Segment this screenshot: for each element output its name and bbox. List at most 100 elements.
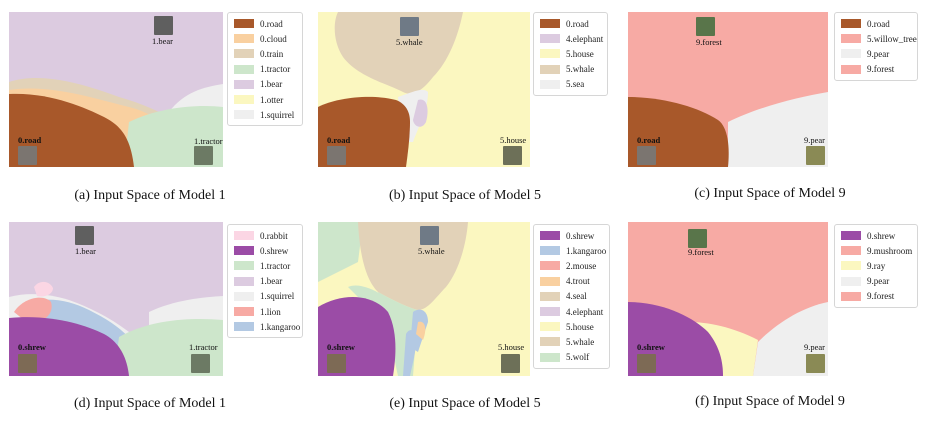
point-label: 0.road — [327, 135, 351, 145]
legend-swatch — [540, 261, 560, 271]
legend: 0.road 0.cloud 0.train 1.tractor 1.bear … — [227, 12, 303, 127]
legend-item: 0.cloud — [234, 31, 296, 46]
legend-swatch — [540, 79, 560, 89]
legend-item: 1.bear — [234, 77, 296, 92]
legend-item: 4.elephant — [540, 304, 603, 319]
decision-region-map: 9.forest 0.shrew 9.pear — [628, 222, 828, 376]
legend-label: 4.trout — [566, 276, 590, 287]
legend-swatch — [234, 246, 254, 256]
point-label: 1.tractor — [194, 136, 223, 146]
legend-swatch — [234, 79, 254, 89]
bear-thumbnail — [75, 226, 94, 245]
legend-label: 0.shrew — [867, 230, 896, 241]
legend-swatch — [540, 49, 560, 59]
legend-label: 0.train — [260, 48, 284, 59]
legend: 0.rabbit 0.shrew 1.tractor 1.bear 1.squi… — [227, 224, 303, 339]
legend-item: 0.rabbit — [234, 228, 296, 243]
whale-thumbnail — [400, 17, 419, 36]
point-label: 1.tractor — [189, 342, 218, 352]
panel-caption: (f) Input Space of Model 9 — [695, 394, 845, 409]
legend-label: 4.elephant — [566, 33, 604, 44]
legend-swatch — [234, 261, 254, 271]
tractor-thumbnail — [194, 146, 213, 165]
point-label: 9.forest — [696, 37, 722, 47]
legend-swatch — [540, 276, 560, 286]
legend: 0.road 4.elephant 5.house 5.whale 5.sea — [533, 12, 608, 96]
road-thumbnail — [18, 146, 37, 165]
legend-label: 0.shrew — [260, 245, 289, 256]
legend-swatch — [234, 231, 254, 241]
point-label: 0.shrew — [637, 342, 665, 352]
legend-swatch — [540, 291, 560, 301]
legend-swatch — [234, 49, 254, 59]
legend-label: 0.rabbit — [260, 230, 288, 241]
legend-swatch — [540, 64, 560, 74]
legend-label: 0.road — [867, 18, 890, 29]
legend-label: 1.otter — [260, 94, 284, 105]
shrew-thumbnail — [18, 354, 37, 373]
legend-item: 5.house — [540, 46, 601, 61]
point-label: 5.house — [498, 342, 525, 352]
house-thumbnail — [503, 146, 522, 165]
legend-label: 1.lion — [260, 306, 281, 317]
legend-item: 9.forest — [841, 62, 911, 77]
legend-label: 9.ray — [867, 260, 886, 271]
legend-swatch — [234, 276, 254, 286]
legend-item: 0.road — [234, 16, 296, 31]
legend-swatch — [234, 95, 254, 105]
legend-item: 1.kangaroo — [234, 319, 300, 334]
legend-label: 9.forest — [867, 64, 895, 75]
legend: 0.shrew 9.mushroom 9.ray 9.pear 9.forest — [834, 224, 918, 308]
legend: 0.shrew 1.kangaroo 2.mouse 4.trout 4.sea… — [533, 224, 610, 369]
legend-swatch — [841, 19, 861, 29]
whale-thumbnail — [420, 226, 439, 245]
legend-label: 0.road — [566, 18, 589, 29]
legend-item: 4.seal — [540, 289, 603, 304]
legend-item: 1.bear — [234, 274, 296, 289]
legend-label: 4.seal — [566, 291, 587, 302]
legend-swatch — [234, 322, 254, 332]
panel-caption: (a) Input Space of Model 1 — [74, 188, 226, 203]
legend-label: 9.forest — [867, 291, 895, 302]
legend-item: 5.whale — [540, 62, 601, 77]
point-label: 9.pear — [804, 135, 826, 145]
legend-label: 2.mouse — [566, 260, 597, 271]
legend-label: 0.road — [260, 18, 283, 29]
legend-item: 9.forest — [841, 289, 911, 304]
road-thumbnail — [637, 146, 656, 165]
legend-item: 5.willow_tree — [841, 31, 917, 46]
tractor-thumbnail — [191, 354, 210, 373]
legend-item: 1.tractor — [234, 62, 296, 77]
legend-swatch — [234, 34, 254, 44]
legend-label: 9.mushroom — [867, 245, 913, 256]
legend-swatch — [841, 64, 861, 74]
legend-label: 1.bear — [260, 79, 283, 90]
legend-swatch — [841, 34, 861, 44]
point-label: 1.bear — [152, 36, 174, 46]
panel-caption: (d) Input Space of Model 1 — [73, 396, 227, 411]
legend-item: 5.sea — [540, 77, 601, 92]
point-label: 0.shrew — [327, 342, 355, 352]
legend-swatch — [841, 291, 861, 301]
point-label: 9.forest — [688, 247, 714, 257]
legend-item: 5.house — [540, 319, 603, 334]
bear-thumbnail — [154, 16, 173, 35]
point-label: 5.whale — [396, 37, 423, 47]
point-label: 0.shrew — [18, 342, 46, 352]
legend-swatch — [841, 231, 861, 241]
legend-label: 1.kangaroo — [260, 321, 301, 332]
legend-swatch — [841, 49, 861, 59]
legend-item: 0.shrew — [540, 228, 603, 243]
legend-label: 5.house — [566, 48, 594, 59]
panel-caption: (e) Input Space of Model 5 — [389, 396, 541, 411]
point-label: 5.whale — [418, 246, 445, 256]
legend-swatch — [540, 307, 560, 317]
point-label: 0.road — [637, 135, 661, 145]
legend-item: 9.ray — [841, 258, 911, 273]
legend-swatch — [841, 276, 861, 286]
legend-label: 5.house — [566, 321, 594, 332]
legend-item: 1.otter — [234, 92, 296, 107]
legend-swatch — [540, 231, 560, 241]
legend-swatch — [234, 110, 254, 120]
legend-item: 9.pear — [841, 46, 911, 61]
